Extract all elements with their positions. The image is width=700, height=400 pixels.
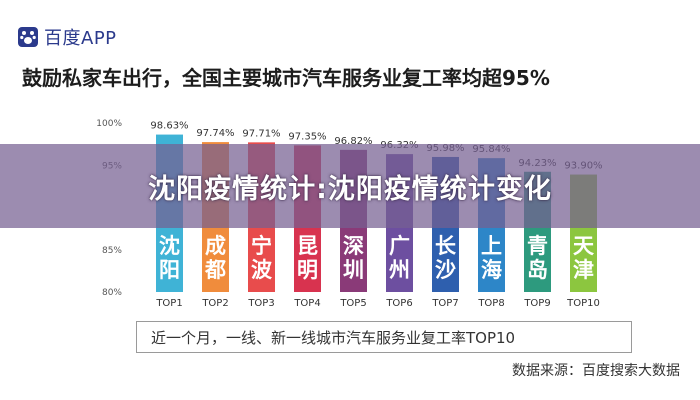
data-label: 97.71%	[242, 128, 280, 139]
y-tick-label: 85%	[102, 246, 122, 256]
bar-city-label: 上	[481, 234, 502, 258]
data-label: 96.82%	[334, 136, 372, 147]
bar-city-label: 都	[204, 258, 226, 282]
x-tick-label: TOP2	[201, 298, 228, 309]
chart-title: 近一个月，一线、新一线城市汽车服务业复工率TOP10	[136, 321, 632, 353]
x-tick-label: TOP7	[431, 298, 458, 309]
bar-city-label: 津	[573, 258, 594, 282]
bar-city-label: 长	[435, 234, 457, 258]
x-tick-label: TOP10	[566, 298, 600, 309]
bar-city-label: 州	[389, 258, 410, 282]
bar-city-label: 天	[573, 234, 595, 258]
bar-city-label: 宁	[251, 234, 272, 258]
bar-city-label: 波	[251, 258, 273, 282]
y-tick-label: 100%	[96, 119, 122, 129]
headline: 鼓励私家车出行，全国主要城市汽车服务业复工率均超95%	[22, 66, 550, 90]
x-tick-label: TOP4	[293, 298, 320, 309]
data-label: 97.74%	[196, 128, 234, 139]
overlay-banner: 沈阳疫情统计:沈阳疫情统计变化	[0, 144, 700, 228]
bar-city-label: 昆	[297, 234, 318, 258]
data-source: 数据来源：百度搜索大数据	[512, 363, 680, 379]
x-tick-label: TOP3	[247, 298, 274, 309]
bar-city-label: 岛	[527, 258, 548, 282]
x-tick-label: TOP9	[523, 298, 550, 309]
bar-city-label: 海	[481, 258, 502, 282]
bar-city-label: 明	[297, 258, 318, 282]
bar-city-label: 圳	[343, 258, 364, 282]
x-tick-label: TOP6	[385, 298, 412, 309]
x-tick-label: TOP1	[155, 298, 182, 309]
logo-name: 百度APP	[44, 28, 117, 49]
bar-city-label: 广	[389, 234, 410, 258]
x-tick-label: TOP8	[477, 298, 504, 309]
bar-city-label: 阳	[159, 258, 180, 282]
overlay-text: 沈阳疫情统计:沈阳疫情统计变化	[148, 173, 552, 205]
baidu-paw-icon	[18, 27, 38, 47]
bar-city-label: 青	[527, 234, 548, 258]
bar-city-label: 深	[343, 234, 364, 258]
data-label: 97.35%	[288, 131, 326, 142]
baidu-logo: 百度APP	[18, 24, 117, 50]
bar-city-label: 成	[205, 234, 226, 258]
bar-city-label: 沈	[159, 234, 180, 258]
bar-city-label: 沙	[435, 258, 456, 282]
y-tick-label: 80%	[102, 288, 122, 298]
data-label: 98.63%	[150, 121, 188, 132]
x-tick-label: TOP5	[339, 298, 366, 309]
